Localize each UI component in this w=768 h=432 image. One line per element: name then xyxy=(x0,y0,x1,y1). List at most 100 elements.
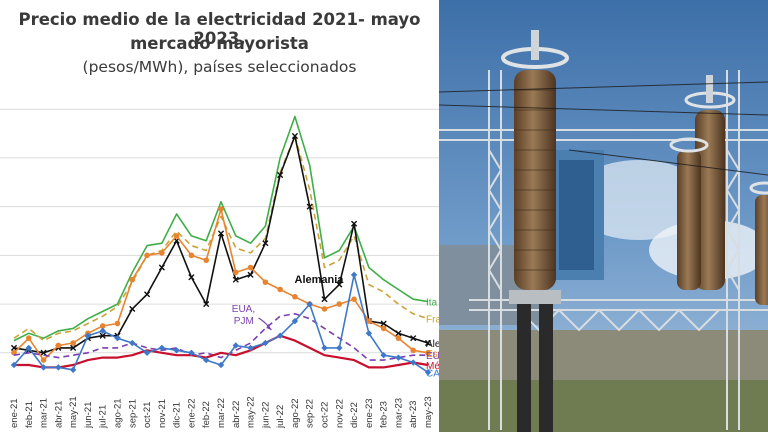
data-point xyxy=(247,271,254,278)
data-point xyxy=(424,369,432,376)
x-tick-label: feb-22 xyxy=(201,401,212,428)
annotation-pjm: PJM xyxy=(234,316,254,327)
data-point xyxy=(129,276,136,283)
data-point xyxy=(143,291,151,298)
x-tick-label: dic-21 xyxy=(172,402,183,428)
chart-panel: Precio medio de la electricidad 2021- ma… xyxy=(0,10,439,429)
data-point xyxy=(129,339,136,347)
x-tick-label: may-22 xyxy=(246,396,257,428)
data-point xyxy=(380,352,387,359)
insulator-left xyxy=(501,30,569,432)
series-end-label: Esp xyxy=(426,349,439,360)
x-tick-label: abr-23 xyxy=(408,401,419,428)
series-line xyxy=(13,135,429,342)
annotation-alemania: Alemania xyxy=(295,274,345,286)
data-point xyxy=(366,318,372,324)
x-tick-label: sep-21 xyxy=(127,399,138,428)
data-point xyxy=(188,252,195,259)
data-point xyxy=(276,332,284,339)
data-point xyxy=(321,296,328,303)
x-tick-label: mar-21 xyxy=(39,398,50,428)
data-point xyxy=(84,332,92,339)
data-point xyxy=(99,327,106,335)
chart-units: (pesos/MWh), países seleccionados xyxy=(82,58,357,76)
x-tick-label: ago-22 xyxy=(290,398,301,428)
insulator-middle xyxy=(684,75,736,290)
data-point xyxy=(232,342,239,349)
data-point xyxy=(350,271,358,279)
data-point xyxy=(188,274,195,281)
data-point xyxy=(321,306,328,312)
x-tick-label: jun-22 xyxy=(260,402,271,429)
data-point xyxy=(277,286,283,293)
x-tick-label: mar-22 xyxy=(216,398,227,428)
annotation-eua: EUA, xyxy=(232,304,255,315)
x-tick-label: jul-21 xyxy=(98,405,109,429)
data-point xyxy=(365,330,373,337)
data-point xyxy=(99,323,106,329)
data-point xyxy=(217,361,225,369)
data-point xyxy=(99,332,106,339)
data-point xyxy=(114,320,121,327)
chart-subtitle: mercado mayorista xyxy=(130,34,309,53)
data-point xyxy=(25,344,32,352)
x-tick-label: abr-21 xyxy=(53,401,64,428)
series-line xyxy=(13,208,429,361)
series-line xyxy=(13,312,428,361)
data-point xyxy=(158,344,166,352)
data-point xyxy=(129,305,136,313)
data-point xyxy=(70,344,77,351)
data-point xyxy=(380,320,387,327)
data-point xyxy=(217,230,225,237)
data-point xyxy=(291,132,299,140)
data-point xyxy=(292,293,298,300)
series-end-label: CA xyxy=(426,368,439,379)
data-point xyxy=(158,264,165,271)
data-point xyxy=(10,361,18,369)
x-tick-label: ene-22 xyxy=(186,398,197,428)
data-point xyxy=(336,344,343,352)
x-tick-label: jun-21 xyxy=(83,402,94,429)
data-point xyxy=(350,220,358,227)
insulator-right xyxy=(749,181,768,305)
data-point xyxy=(291,317,299,325)
data-point xyxy=(70,340,76,346)
data-point xyxy=(247,344,254,352)
data-point xyxy=(395,335,402,341)
data-point xyxy=(306,203,313,210)
x-tick-label: oct-21 xyxy=(142,402,153,428)
x-tick-label: dic-22 xyxy=(349,402,360,428)
data-point xyxy=(321,344,328,352)
data-point xyxy=(203,257,210,264)
x-tick-label: oct-22 xyxy=(320,402,331,428)
data-point xyxy=(262,279,269,285)
annotation-arrowhead xyxy=(266,324,272,330)
data-point xyxy=(410,335,417,342)
x-tick-label: feb-23 xyxy=(379,401,390,428)
data-point xyxy=(247,264,254,271)
data-point xyxy=(306,300,313,308)
series-end-label: Alemania xyxy=(426,339,439,350)
data-point xyxy=(144,252,150,259)
x-tick-label: mar-23 xyxy=(393,398,404,428)
data-point xyxy=(395,330,402,337)
x-tick-label: may-23 xyxy=(423,396,434,428)
data-point xyxy=(114,334,121,342)
line-chart: ItaFraAlemaniaEspEUAMéCAene-21feb-21mar-… xyxy=(0,108,439,429)
data-point xyxy=(25,335,32,341)
data-point xyxy=(159,250,165,256)
data-point xyxy=(410,359,417,366)
data-point xyxy=(40,357,47,363)
x-tick-label: nov-21 xyxy=(157,399,168,428)
x-tick-label: ene-21 xyxy=(9,398,20,428)
data-point xyxy=(410,347,417,354)
power-lines xyxy=(439,81,768,176)
data-point xyxy=(40,364,47,371)
series-end-label: EUA xyxy=(426,351,439,362)
x-tick-label: jul-22 xyxy=(275,405,286,429)
series-end-label: Fra xyxy=(426,315,439,326)
x-tick-label: abr-22 xyxy=(231,401,242,428)
x-tick-label: feb-21 xyxy=(24,401,35,428)
data-point xyxy=(277,171,284,179)
data-point xyxy=(55,342,62,349)
